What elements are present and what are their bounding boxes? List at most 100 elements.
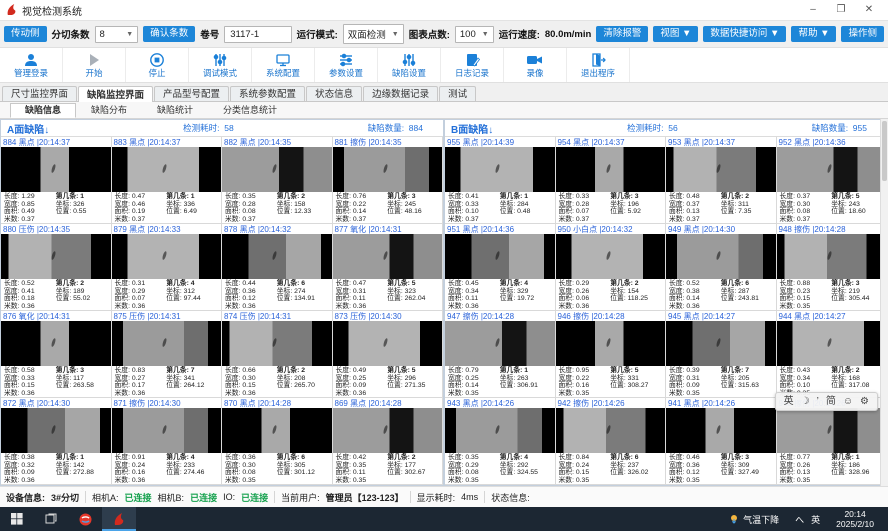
defect-card[interactable]: 952 黑点 |20:14:36 长度: 0.37 宽度: 0.30 面积: 0…: [776, 137, 887, 224]
defect-card[interactable]: 953 黑点 |20:14:37 长度: 0.48 宽度: 0.37 面积: 0…: [666, 137, 777, 224]
panel-a-title[interactable]: A面缺陷↓: [7, 124, 50, 136]
defect-card[interactable]: 869 黑点 |20:14:28 长度: 0.42 宽度: 0.35 面积: 0…: [332, 398, 443, 485]
tab-size-monitor[interactable]: 尺寸监控界面: [2, 85, 78, 101]
view-menu-button[interactable]: 视图 ▼: [653, 26, 699, 42]
defect-card[interactable]: 943 黑点 |20:14:26 长度: 0.35 宽度: 0.29 面积: 0…: [445, 398, 556, 485]
tab-edge-data-record[interactable]: 边缘数据记录: [363, 85, 439, 101]
defect-card[interactable]: 878 黑点 |20:14:32 长度: 0.44 宽度: 0.36 面积: 0…: [222, 224, 333, 311]
vertical-scrollbar[interactable]: [880, 119, 888, 486]
minimize-button[interactable]: –: [810, 4, 816, 15]
defect-card[interactable]: 884 黑点 |20:14:37 长度: 1.29 宽度: 0.85 面积: 0…: [1, 137, 112, 224]
defect-card[interactable]: 877 氧化 |20:14:31 长度: 0.47 宽度: 0.31 面积: 0…: [332, 224, 443, 311]
defect-image[interactable]: [776, 234, 886, 280]
defect-card[interactable]: 944 黑点 |20:14:27 长度: 0.43 宽度: 0.34 面积: 0…: [776, 311, 887, 398]
subtab-defect-statistics[interactable]: 缺陷统计: [157, 105, 194, 115]
defect-card[interactable]: 954 黑点 |20:14:37 长度: 0.33 宽度: 0.28 面积: 0…: [555, 137, 666, 224]
defect-image[interactable]: [445, 321, 555, 367]
close-button[interactable]: ✕: [864, 4, 874, 15]
task-view-button[interactable]: [34, 507, 68, 531]
defect-card[interactable]: 883 黑点 |20:14:37 长度: 0.47 宽度: 0.46 面积: 0…: [111, 137, 222, 224]
defect-card[interactable]: 881 擦伤 |20:14:35 长度: 0.76 宽度: 0.22 面积: 0…: [332, 137, 443, 224]
defect-image[interactable]: [1, 147, 111, 193]
parameter-settings-button[interactable]: 参数设置: [315, 48, 378, 82]
subtab-defect-distribution[interactable]: 缺陷分布: [91, 105, 128, 115]
defect-card[interactable]: 879 黑点 |20:14:33 长度: 0.31 宽度: 0.29 面积: 0…: [111, 224, 222, 311]
defect-image[interactable]: [111, 321, 221, 367]
defect-card[interactable]: 945 黑点 |20:14:27 长度: 0.39 宽度: 0.31 面积: 0…: [666, 311, 777, 398]
defect-card[interactable]: 876 氧化 |20:14:31 长度: 0.58 宽度: 0.33 面积: 0…: [1, 311, 112, 398]
clear-alarm-button[interactable]: 清除报警: [596, 26, 649, 42]
tray-language-indicator[interactable]: 英: [811, 514, 821, 525]
defect-image[interactable]: [666, 408, 776, 454]
defect-image[interactable]: [555, 234, 665, 280]
drive-side-button[interactable]: 传动侧: [4, 26, 47, 42]
defect-image[interactable]: [1, 234, 111, 280]
exit-program-button[interactable]: 退出程序: [567, 48, 630, 82]
defect-card[interactable]: 950 小白点 |20:14:32 长度: 0.29 宽度: 0.26 面积: …: [555, 224, 666, 311]
defect-card[interactable]: 882 黑点 |20:14:35 长度: 0.35 宽度: 0.28 面积: 0…: [222, 137, 333, 224]
defect-card[interactable]: 949 黑点 |20:14:30 长度: 0.52 宽度: 0.38 面积: 0…: [666, 224, 777, 311]
defect-image[interactable]: [222, 234, 332, 280]
defect-card[interactable]: 870 黑点 |20:14:28 长度: 0.36 宽度: 0.30 面积: 0…: [222, 398, 333, 485]
defect-image[interactable]: [111, 234, 221, 280]
defect-image[interactable]: [332, 321, 442, 367]
stop-button[interactable]: 停止: [126, 48, 189, 82]
debug-mode-button[interactable]: 调试模式: [189, 48, 252, 82]
defect-card[interactable]: 941 黑点 |20:14:26 长度: 0.46 宽度: 0.36 面积: 0…: [666, 398, 777, 485]
defect-image[interactable]: [332, 147, 442, 193]
help-menu-button[interactable]: 帮助 ▼: [791, 26, 837, 42]
defect-card[interactable]: 948 擦伤 |20:14:28 长度: 0.88 宽度: 0.23 面积: 0…: [776, 224, 887, 311]
defect-image[interactable]: [555, 321, 665, 367]
tab-system-param-config[interactable]: 系统参数配置: [230, 85, 306, 101]
panel-b-title[interactable]: B面缺陷↓: [451, 124, 494, 136]
confirm-count-button[interactable]: 确认条数: [143, 26, 196, 42]
defect-image[interactable]: [666, 147, 776, 193]
ime-settings-gear-icon[interactable]: ⚙: [860, 395, 869, 407]
defect-image[interactable]: [222, 321, 332, 367]
tray-chevron-icon[interactable]: へ: [795, 514, 805, 525]
defect-image[interactable]: [445, 408, 555, 454]
defect-card[interactable]: 873 压伤 |20:14:30 长度: 0.49 宽度: 0.25 面积: 0…: [332, 311, 443, 398]
split-count-select[interactable]: 8 ▼: [94, 25, 139, 43]
defect-image[interactable]: [1, 408, 111, 454]
tab-status-info[interactable]: 状态信息: [306, 85, 363, 101]
ime-punctuation-toggle[interactable]: ’: [816, 395, 819, 407]
defect-card[interactable]: 942 擦伤 |20:14:26 长度: 0.84 宽度: 0.24 面积: 0…: [555, 398, 666, 485]
start-button[interactable]: 开始: [63, 48, 126, 82]
recording-button[interactable]: 录像: [504, 48, 567, 82]
defect-card[interactable]: 946 擦伤 |20:14:28 长度: 0.95 宽度: 0.22 面积: 0…: [555, 311, 666, 398]
defect-card[interactable]: 955 黑点 |20:14:39 长度: 0.41 宽度: 0.33 面积: 0…: [445, 137, 556, 224]
system-config-button[interactable]: 系统配置: [252, 48, 315, 82]
subtab-defect-info[interactable]: 缺陷信息: [10, 103, 77, 118]
defect-card[interactable]: 940 擦伤 |20:14:26 长度: 0.77 宽度: 0.26 面积: 0…: [776, 398, 887, 485]
defect-image[interactable]: [222, 147, 332, 193]
defect-image[interactable]: [555, 147, 665, 193]
defect-image[interactable]: [776, 408, 886, 454]
tab-defect-monitor[interactable]: 缺陷监控界面: [78, 85, 154, 102]
defect-image[interactable]: [555, 408, 665, 454]
defect-settings-button[interactable]: 缺陷设置: [378, 48, 441, 82]
defect-card[interactable]: 875 压伤 |20:14:31 长度: 0.83 宽度: 0.27 面积: 0…: [111, 311, 222, 398]
chart-points-select[interactable]: 100 ▼: [454, 25, 494, 43]
defect-card[interactable]: 947 擦伤 |20:14:28 长度: 0.79 宽度: 0.25 面积: 0…: [445, 311, 556, 398]
ime-emoji-icon[interactable]: ☺: [842, 395, 854, 407]
defect-card[interactable]: 874 压伤 |20:14:31 长度: 0.66 宽度: 0.30 面积: 0…: [222, 311, 333, 398]
defect-image[interactable]: [332, 234, 442, 280]
defect-image[interactable]: [666, 234, 776, 280]
defect-card[interactable]: 871 擦伤 |20:14:30 长度: 0.91 宽度: 0.24 面积: 0…: [111, 398, 222, 485]
log-record-button[interactable]: 日志记录: [441, 48, 504, 82]
start-menu-button[interactable]: [0, 507, 34, 531]
taskbar-weather[interactable]: 气温下降: [721, 513, 787, 526]
maximize-button[interactable]: ❐: [836, 4, 846, 15]
defect-card[interactable]: 872 黑点 |20:14:30 长度: 0.38 宽度: 0.32 面积: 0…: [1, 398, 112, 485]
taskbar-app-sogou[interactable]: [68, 507, 102, 531]
defect-image[interactable]: [222, 408, 332, 454]
ime-english-toggle[interactable]: 英: [783, 395, 794, 407]
taskbar-clock[interactable]: 20:14 2025/2/10: [828, 509, 882, 529]
tab-product-model-config[interactable]: 产品型号配置: [154, 85, 230, 101]
quick-data-menu-button[interactable]: 数据快捷访问 ▼: [703, 26, 787, 42]
defect-image[interactable]: [666, 321, 776, 367]
defect-image[interactable]: [111, 147, 221, 193]
roll-number-input[interactable]: 3117-1: [224, 25, 292, 43]
defect-image[interactable]: [445, 147, 555, 193]
